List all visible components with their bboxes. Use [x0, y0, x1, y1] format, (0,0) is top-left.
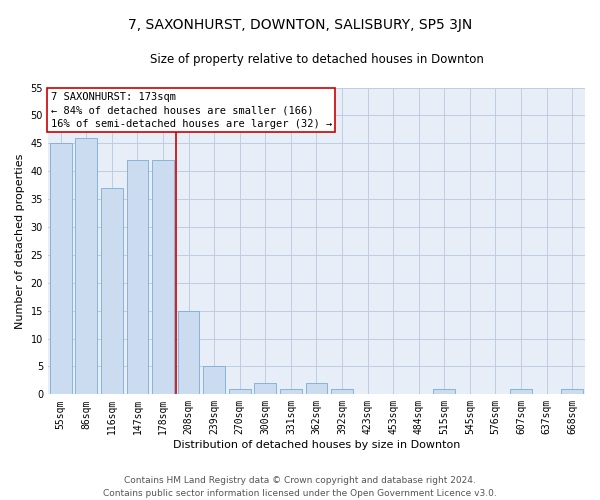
Bar — [305, 383, 328, 394]
Bar — [562, 389, 583, 394]
Bar — [510, 389, 532, 394]
Bar — [101, 188, 123, 394]
Text: 7 SAXONHURST: 173sqm
← 84% of detached houses are smaller (166)
16% of semi-deta: 7 SAXONHURST: 173sqm ← 84% of detached h… — [50, 92, 332, 128]
Bar — [280, 389, 302, 394]
Title: Size of property relative to detached houses in Downton: Size of property relative to detached ho… — [149, 52, 484, 66]
Y-axis label: Number of detached properties: Number of detached properties — [15, 153, 25, 328]
X-axis label: Distribution of detached houses by size in Downton: Distribution of detached houses by size … — [173, 440, 460, 450]
Bar — [203, 366, 225, 394]
Bar — [127, 160, 148, 394]
Bar — [178, 310, 199, 394]
Bar — [76, 138, 97, 394]
Text: Contains HM Land Registry data © Crown copyright and database right 2024.
Contai: Contains HM Land Registry data © Crown c… — [103, 476, 497, 498]
Bar — [50, 144, 71, 394]
Bar — [433, 389, 455, 394]
Bar — [254, 383, 276, 394]
Bar — [331, 389, 353, 394]
Bar — [229, 389, 251, 394]
Text: 7, SAXONHURST, DOWNTON, SALISBURY, SP5 3JN: 7, SAXONHURST, DOWNTON, SALISBURY, SP5 3… — [128, 18, 472, 32]
Bar — [152, 160, 174, 394]
